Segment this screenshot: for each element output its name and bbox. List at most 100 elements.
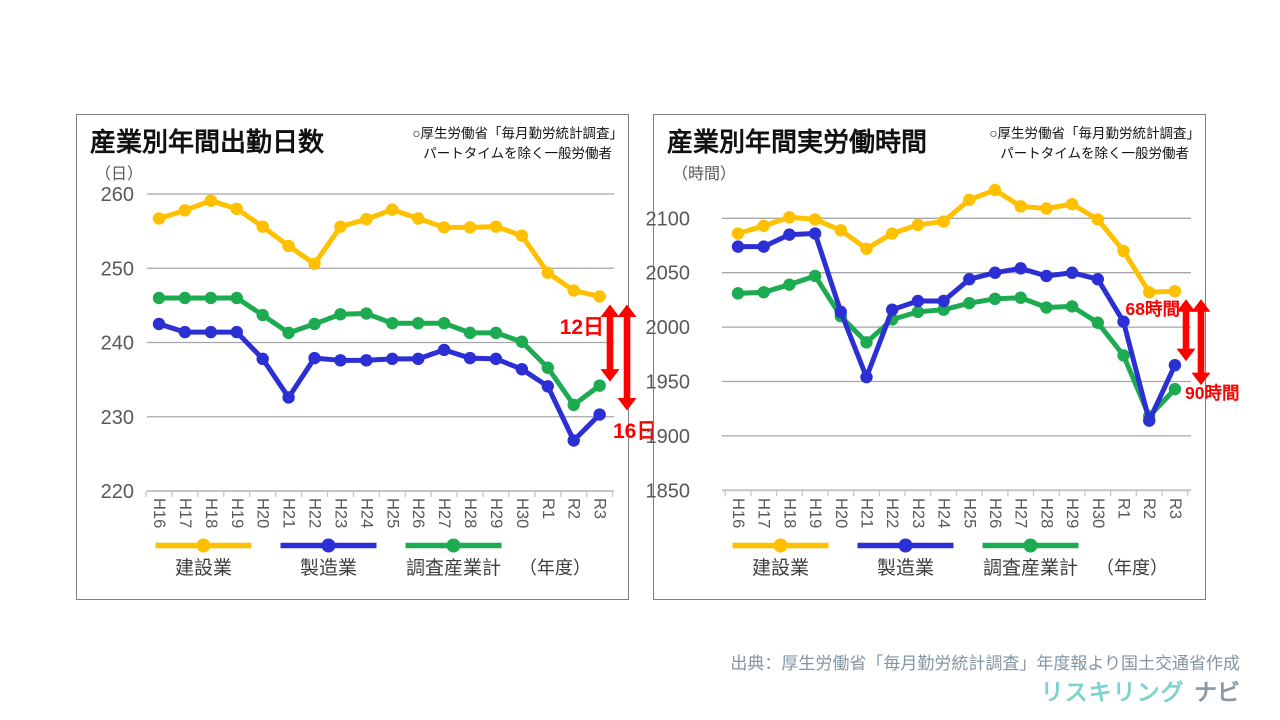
y-axis-label: 2100 <box>646 208 691 230</box>
data-point <box>567 284 580 297</box>
data-point <box>860 242 873 255</box>
data-point <box>860 336 873 349</box>
data-point <box>178 291 192 305</box>
x-axis-label: H29 <box>487 498 505 528</box>
gap-annotations: 12日 16日 <box>560 304 657 443</box>
data-point <box>937 303 950 316</box>
x-axis-label: H21 <box>858 498 876 528</box>
data-point <box>808 213 822 226</box>
y-axis-label: 230 <box>101 407 134 429</box>
chart-note-working-hours: ○厚生労働省「毎月勤労統計調査」 パートタイムを除く一般労働者 <box>989 124 1200 163</box>
x-axis-label: R2 <box>1140 498 1158 519</box>
y-axis-label: 260 <box>101 184 134 206</box>
chart-title-working-hours: 産業別年間実労働時間 <box>667 127 928 157</box>
y-axis-unit-days: （日） <box>95 166 144 183</box>
legend-swatch-marker <box>446 538 461 553</box>
y-axis-unit-hours: （時間） <box>672 166 737 183</box>
x-axis-label: H28 <box>1037 498 1055 528</box>
chart-note-line2: パートタイムを除く一般労働者 <box>1000 145 1190 161</box>
series-製造業 <box>731 227 1182 427</box>
series-建設業 <box>731 183 1182 299</box>
data-point <box>178 325 192 339</box>
data-point <box>463 326 477 340</box>
data-point <box>1168 358 1182 372</box>
x-axis-label: H27 <box>435 498 453 528</box>
data-point <box>1168 382 1182 396</box>
y-axis-labels: 2100 2050 2000 1950 1900 1850 <box>646 208 691 502</box>
chart-note-line1: ○厚生労働省「毎月勤労統計調査」 <box>412 126 623 141</box>
gap-annotations: 68時間 90時間 <box>1126 299 1240 403</box>
y-axis-label: 1950 <box>646 372 691 394</box>
data-point <box>515 335 529 348</box>
data-point <box>437 343 451 357</box>
data-point <box>988 266 1002 279</box>
x-axis-label: H20 <box>832 498 850 528</box>
chart-title-working-days: 産業別年間出勤日数 <box>90 127 325 157</box>
data-point <box>963 193 976 207</box>
data-point <box>860 370 873 384</box>
data-point <box>463 221 477 234</box>
data-point <box>152 291 166 305</box>
x-axis-label: H20 <box>254 498 272 528</box>
data-point <box>308 317 321 331</box>
data-point <box>334 354 347 367</box>
data-point <box>204 291 218 305</box>
data-point <box>178 204 192 217</box>
data-point <box>1014 291 1027 304</box>
y-axis-labels: 260 250 240 230 220 <box>101 184 134 503</box>
data-point <box>308 257 321 270</box>
data-point <box>834 224 847 237</box>
x-axis-unit-label: （年度） <box>1096 558 1168 578</box>
x-axis-label: H21 <box>280 498 298 528</box>
data-point <box>783 278 796 291</box>
data-point <box>412 212 425 225</box>
data-point <box>886 227 899 240</box>
data-point <box>334 220 347 233</box>
data-point <box>1040 301 1053 314</box>
series-line <box>158 198 601 299</box>
y-axis-label: 1900 <box>646 426 691 448</box>
data-point <box>360 213 373 226</box>
x-axis-label: H19 <box>228 498 246 528</box>
legend-swatch-marker <box>1023 538 1038 553</box>
data-point <box>988 183 1002 197</box>
logo-text-sub: ナビ <box>1194 679 1240 705</box>
data-point <box>541 266 554 279</box>
x-axis-label: H24 <box>357 498 375 528</box>
series-line <box>159 295 602 408</box>
data-point <box>360 307 373 320</box>
x-axis-label: R3 <box>591 498 609 519</box>
data-point <box>230 202 243 216</box>
gap-double-arrow <box>617 304 637 411</box>
data-point <box>437 316 451 330</box>
x-axis-label: H22 <box>883 498 901 528</box>
x-axis-label: H18 <box>780 498 798 528</box>
data-point <box>1014 200 1027 213</box>
data-point <box>834 305 847 319</box>
series-line <box>737 187 1176 295</box>
data-point <box>541 380 554 393</box>
x-axis <box>145 490 614 497</box>
legend-label: 調査産業計 <box>406 557 501 579</box>
source-attribution: 出典：厚生労働省「毎月勤労統計調査」年度報より国土交通省作成 <box>730 654 1240 673</box>
data-point <box>731 287 745 300</box>
data-point <box>282 391 295 404</box>
data-point <box>386 316 399 330</box>
x-axis-label: H27 <box>1012 498 1030 528</box>
x-axis-label: H16 <box>150 498 168 528</box>
chart-note-working-days: ○厚生労働省「毎月勤労統計調査」 パートタイムを除く一般労働者 <box>412 124 623 163</box>
data-point <box>1091 213 1104 226</box>
x-axis-label: H17 <box>755 498 773 528</box>
x-axis-label: R1 <box>539 498 557 519</box>
x-axis-label: H30 <box>513 498 531 528</box>
legend-label: 製造業 <box>877 557 934 579</box>
data-point <box>152 317 166 331</box>
gridlines <box>147 193 614 418</box>
gap-double-arrow <box>1176 299 1196 362</box>
y-axis-label: 1850 <box>646 480 691 502</box>
data-point <box>911 305 925 319</box>
data-point <box>334 308 347 321</box>
legend-label: 調査産業計 <box>983 557 1078 579</box>
